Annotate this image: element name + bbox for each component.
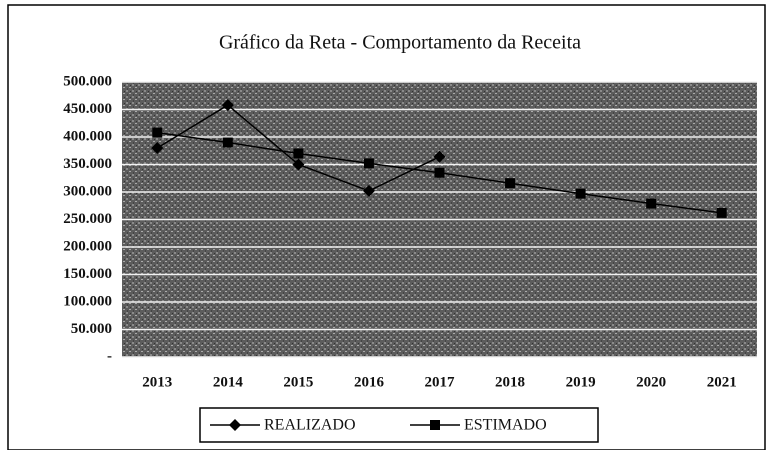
x-tick-label: 2019 [566, 374, 596, 390]
y-tick-label: - [107, 348, 112, 364]
data-point [293, 148, 304, 159]
data-point [152, 127, 163, 138]
legend-label: REALIZADO [264, 417, 356, 434]
x-tick-label: 2021 [707, 374, 737, 390]
y-tick-label: 250.000 [63, 211, 112, 227]
x-tick-label: 2015 [283, 374, 313, 390]
x-tick-label: 2020 [636, 374, 666, 390]
x-tick-label: 2013 [142, 374, 172, 390]
x-tick-label: 2016 [354, 374, 385, 390]
legend-marker [229, 419, 241, 431]
x-tick-label: 2018 [495, 374, 525, 390]
legend-marker [430, 420, 440, 430]
data-point [433, 150, 446, 163]
data-point [222, 137, 233, 148]
chart-title: Gráfico da Reta - Comportamento da Recei… [219, 32, 581, 54]
data-point [505, 178, 516, 189]
y-tick-label: 350.000 [63, 156, 112, 172]
legend-label: ESTIMADO [464, 417, 547, 434]
x-tick-label: 2014 [213, 374, 244, 390]
y-tick-label: 450.000 [63, 101, 112, 117]
y-tick-label: 150.000 [63, 266, 112, 282]
x-tick-label: 2017 [425, 374, 456, 390]
data-point [434, 167, 445, 178]
y-tick-label: 50.000 [71, 321, 112, 337]
y-tick-label: 400.000 [63, 128, 112, 144]
chart-frame [7, 4, 766, 450]
data-point [221, 99, 234, 112]
legend-box [199, 407, 599, 443]
y-tick-label: 300.000 [63, 183, 112, 199]
y-tick-label: 200.000 [63, 238, 112, 254]
data-point [716, 207, 727, 218]
data-point [362, 184, 375, 197]
data-point [646, 198, 657, 209]
data-point [151, 142, 164, 154]
y-tick-label: 100.000 [63, 293, 112, 309]
data-point [363, 158, 374, 169]
y-tick-label: 500.000 [63, 73, 112, 89]
data-point [575, 188, 586, 199]
data-point [292, 158, 305, 171]
